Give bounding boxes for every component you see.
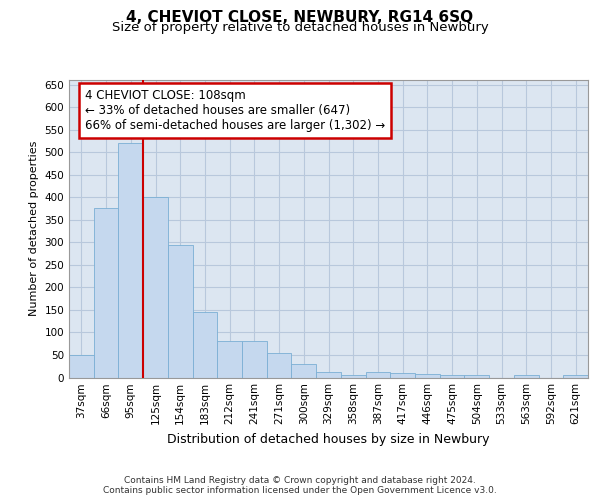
Bar [440, 375, 464, 378]
Bar [94, 208, 118, 378]
Bar [514, 375, 539, 378]
Text: Contains HM Land Registry data © Crown copyright and database right 2024.: Contains HM Land Registry data © Crown c… [124, 476, 476, 485]
Text: 4, CHEVIOT CLOSE, NEWBURY, RG14 6SQ: 4, CHEVIOT CLOSE, NEWBURY, RG14 6SQ [127, 10, 473, 25]
Text: Contains public sector information licensed under the Open Government Licence v3: Contains public sector information licen… [103, 486, 497, 495]
Bar [242, 340, 267, 378]
Bar [217, 340, 242, 378]
Bar [168, 244, 193, 378]
Bar [267, 352, 292, 378]
Bar [365, 372, 390, 378]
Bar [464, 375, 489, 378]
Text: Size of property relative to detached houses in Newbury: Size of property relative to detached ho… [112, 21, 488, 34]
Bar [193, 312, 217, 378]
Text: 4 CHEVIOT CLOSE: 108sqm
← 33% of detached houses are smaller (647)
66% of semi-d: 4 CHEVIOT CLOSE: 108sqm ← 33% of detache… [85, 89, 385, 132]
Bar [316, 372, 341, 378]
Bar [143, 197, 168, 378]
Bar [563, 375, 588, 378]
Bar [118, 143, 143, 378]
Bar [415, 374, 440, 378]
Y-axis label: Number of detached properties: Number of detached properties [29, 141, 39, 316]
X-axis label: Distribution of detached houses by size in Newbury: Distribution of detached houses by size … [167, 433, 490, 446]
Bar [390, 373, 415, 378]
Bar [69, 355, 94, 378]
Bar [292, 364, 316, 378]
Bar [341, 375, 365, 378]
